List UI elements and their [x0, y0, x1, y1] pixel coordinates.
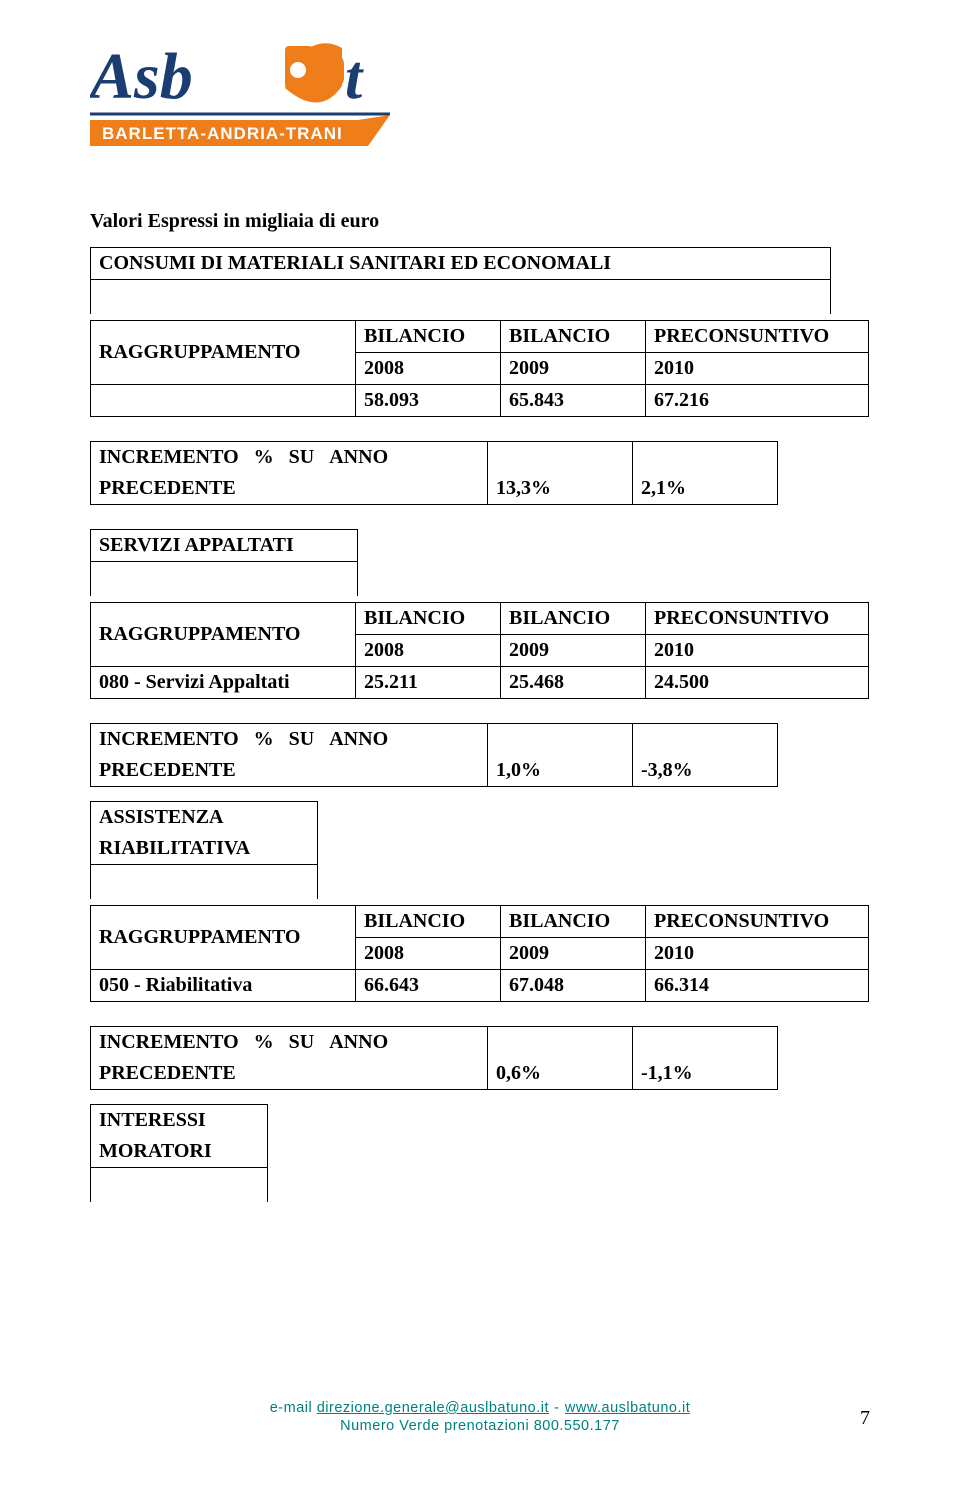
servizi-row-label: 080 - Servizi Appaltati [91, 667, 356, 699]
assistenza-title-table: ASSISTENZA RIABILITATIVA [90, 801, 318, 899]
footer-email-label: e-mail [270, 1400, 317, 1416]
assistenza-v09: 67.048 [501, 970, 646, 1002]
inc-label-l2: PRECEDENTE [91, 473, 488, 505]
servizi-table: RAGGRUPPAMENTO BILANCIO BILANCIO PRECONS… [90, 602, 869, 699]
consumi-row-label [91, 385, 356, 417]
page-footer: e-mail direzione.generale@auslbatuno.it … [0, 1400, 960, 1434]
consumi-inc10: 2,1% [633, 473, 778, 505]
brand-logo: Asb t BARLETTA-ANDRIA-TRANI [90, 40, 430, 155]
consumi-v08: 58.093 [356, 385, 501, 417]
servizi-v10: 24.500 [646, 667, 869, 699]
col-b08-l2: 2008 [356, 353, 501, 385]
intro-line: Valori Espressi in migliaia di euro [90, 210, 870, 233]
footer-email: direzione.generale@auslbatuno.it [317, 1400, 549, 1416]
assistenza-title-l2: RIABILITATIVA [91, 833, 318, 865]
consumi-v10: 67.216 [646, 385, 869, 417]
footer-numero-verde-label: Numero Verde prenotazioni [340, 1418, 534, 1434]
footer-site: www.auslbatuno.it [565, 1400, 690, 1416]
consumi-title-table: CONSUMI DI MATERIALI SANITARI ED ECONOMA… [90, 247, 831, 314]
servizi-v08: 25.211 [356, 667, 501, 699]
assistenza-title-l1: ASSISTENZA [91, 802, 318, 834]
svg-text:Asb: Asb [90, 40, 193, 113]
servizi-inc09: 1,0% [488, 755, 633, 787]
assistenza-inc10: -1,1% [633, 1058, 778, 1090]
consumi-v09: 65.843 [501, 385, 646, 417]
consumi-title: CONSUMI DI MATERIALI SANITARI ED ECONOMA… [91, 248, 831, 280]
servizi-v09: 25.468 [501, 667, 646, 699]
consumi-table: RAGGRUPPAMENTO BILANCIO BILANCIO PRECONS… [90, 320, 869, 417]
assistenza-v10: 66.314 [646, 970, 869, 1002]
assistenza-inc09: 0,6% [488, 1058, 633, 1090]
col-raggruppamento: RAGGRUPPAMENTO [91, 906, 356, 970]
col-b10-l2: 2010 [646, 353, 869, 385]
svg-text:BARLETTA-ANDRIA-TRANI: BARLETTA-ANDRIA-TRANI [102, 124, 343, 143]
servizi-title: SERVIZI APPALTATI [91, 530, 358, 562]
assistenza-table: RAGGRUPPAMENTO BILANCIO BILANCIO PRECONS… [90, 905, 869, 1002]
consumi-inc-table: INCREMENTO % SU ANNO PRECEDENTE 13,3% 2,… [90, 441, 778, 505]
asbat-logo-svg: Asb t BARLETTA-ANDRIA-TRANI [90, 40, 430, 155]
inc-label: INCREMENTO % SU ANNO [91, 442, 488, 474]
svg-text:t: t [345, 44, 364, 112]
interessi-title-l1: INTERESSI [91, 1105, 268, 1137]
servizi-title-table: SERVIZI APPALTATI [90, 529, 358, 596]
col-b10-l1: PRECONSUNTIVO [646, 321, 869, 353]
consumi-inc09: 13,3% [488, 473, 633, 505]
servizi-inc10: -3,8% [633, 755, 778, 787]
col-raggruppamento: RAGGRUPPAMENTO [91, 603, 356, 667]
col-b09-l1: BILANCIO [501, 321, 646, 353]
interessi-title-l2: MORATORI [91, 1136, 268, 1168]
page-number: 7 [860, 1407, 870, 1430]
col-b08-l1: BILANCIO [356, 321, 501, 353]
assistenza-row-label: 050 - Riabilitativa [91, 970, 356, 1002]
col-raggruppamento: RAGGRUPPAMENTO [91, 321, 356, 385]
assistenza-inc-table: INCREMENTO % SU ANNO PRECEDENTE 0,6% -1,… [90, 1026, 778, 1090]
servizi-inc-table: INCREMENTO % SU ANNO PRECEDENTE 1,0% -3,… [90, 723, 778, 787]
col-b09-l2: 2009 [501, 353, 646, 385]
assistenza-v08: 66.643 [356, 970, 501, 1002]
footer-phone: 800.550.177 [534, 1418, 620, 1434]
interessi-title-table: INTERESSI MORATORI [90, 1104, 268, 1202]
